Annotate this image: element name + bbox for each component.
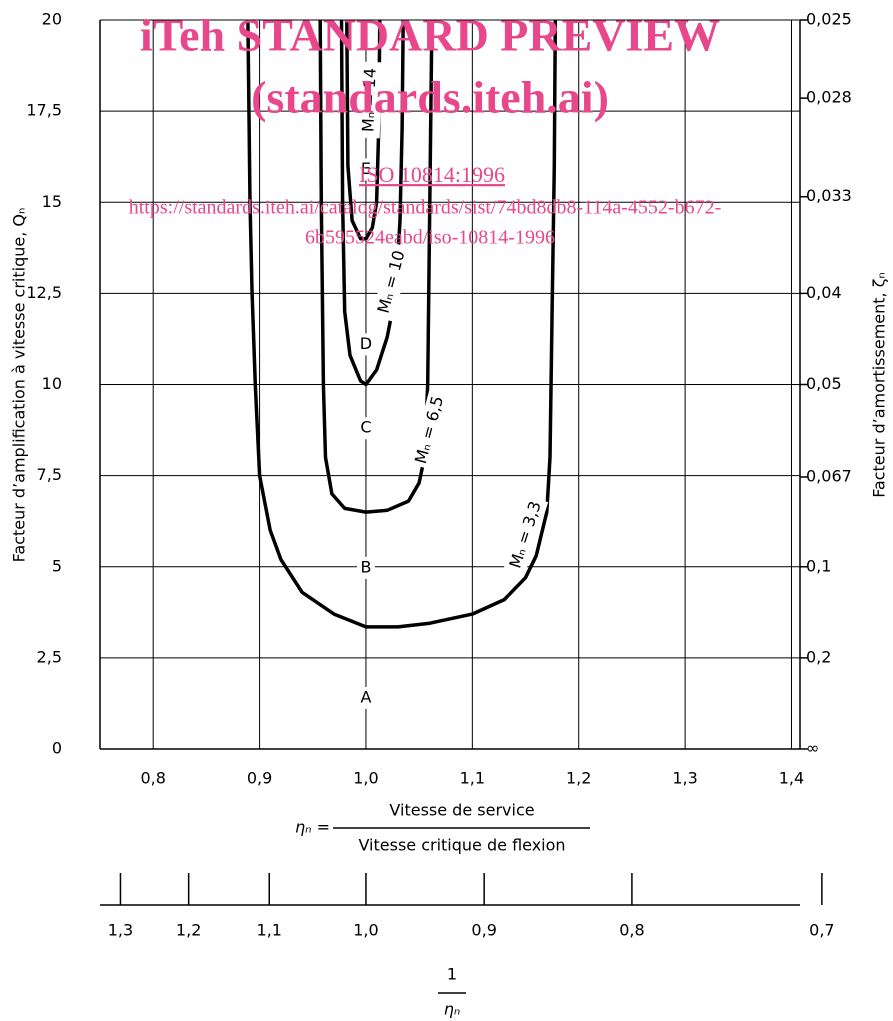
y-axis-label: Facteur d’amplification à vitesse critiq… xyxy=(10,208,29,563)
y-tick-label: 12,5 xyxy=(26,283,62,302)
x-axis-numerator: Vitesse de service xyxy=(389,801,534,820)
region-label-bg xyxy=(356,417,375,440)
y-tick-label: 7,5 xyxy=(37,465,62,484)
y-tick-label: 15 xyxy=(42,192,62,211)
watermark-url: https://standards.iteh.ai/catalog/standa… xyxy=(129,197,722,219)
y2-tick-label: 0,033 xyxy=(806,186,852,205)
curve-label-bg xyxy=(357,61,383,139)
region-label: D xyxy=(360,334,372,353)
curve xyxy=(339,19,405,387)
region-label-bg xyxy=(356,556,375,579)
legend-label: Mₙ = 3,3 xyxy=(505,499,544,571)
curve-label-bg xyxy=(371,242,413,322)
x2-tick-label: 0,8 xyxy=(619,921,644,940)
region-label: A xyxy=(360,687,371,706)
legend-label: Mₙ = 6,5 xyxy=(411,394,447,466)
x-tick-label: 1,0 xyxy=(353,769,378,788)
x-axis-denominator: Vitesse critique de flexion xyxy=(358,836,565,855)
watermark-title: iTeh STANDARD PREVIEW xyxy=(140,10,720,61)
region-label: E xyxy=(361,159,371,178)
x2-tick-label: 0,9 xyxy=(471,921,496,940)
curve-label-bg xyxy=(503,495,549,575)
curve xyxy=(318,19,434,514)
watermark-url: 6b595524eabd/iso-10814-1996 xyxy=(305,227,555,249)
x2-tick-label: 1,0 xyxy=(353,921,378,940)
region-label-bg xyxy=(356,158,375,181)
x-tick-label: 0,9 xyxy=(247,769,272,788)
x-tick-label: 1,1 xyxy=(460,769,485,788)
y2-tick-label: 0,028 xyxy=(806,88,852,107)
y2-axis-label: Facteur d’amortissement, ζₙ xyxy=(870,272,889,498)
curve xyxy=(345,19,382,241)
region-label-bg xyxy=(356,333,375,356)
y-tick-label: 17,5 xyxy=(26,101,62,120)
y-tick-label: 10 xyxy=(42,374,62,393)
x-tick-label: 1,2 xyxy=(566,769,591,788)
y2-tick-label: 0,067 xyxy=(806,466,852,485)
x2-tick-label: 1,3 xyxy=(108,921,133,940)
y2-tick-label: 0,025 xyxy=(806,10,852,29)
y-tick-label: 5 xyxy=(52,556,62,575)
x2-axis-denominator: ηₙ xyxy=(444,1000,461,1019)
y2-tick-label: 0,1 xyxy=(806,556,831,575)
x2-tick-label: 1,2 xyxy=(176,921,201,940)
plot: 0 2,5 5 7,5 10 12,5 15 17,5 20 0,8 0,9 1,0 1,1 1,2 1,3… xyxy=(26,10,851,940)
y-tick-label: 0 xyxy=(52,739,62,758)
y2-tick-label: 0,05 xyxy=(806,374,842,393)
x-tick-label: 1,3 xyxy=(672,769,697,788)
x-axis-symbol: ηₙ = xyxy=(295,818,330,837)
curve-label-bg xyxy=(409,390,451,470)
x2-tick-label: 0,7 xyxy=(809,921,834,940)
curve xyxy=(246,19,558,629)
x2-tick-label: 1,1 xyxy=(257,921,282,940)
y2-tick-label: ∞ xyxy=(806,739,819,758)
watermark-standard: ISO 10814:1996 xyxy=(359,162,505,187)
x-tick-label: 1,4 xyxy=(779,769,804,788)
region-label: B xyxy=(360,557,371,576)
region-label-bg xyxy=(356,686,375,709)
y-tick-label: 2,5 xyxy=(37,647,62,666)
region-label: C xyxy=(360,418,371,437)
x2-axis-numerator: 1 xyxy=(447,965,457,984)
watermark-subtitle: (standards.iteh.ai) xyxy=(251,72,609,123)
x-tick-label: 0,8 xyxy=(140,769,165,788)
y2-tick-label: 0,2 xyxy=(806,647,831,666)
legend-label: Mₙ = 14 xyxy=(358,68,379,133)
y-tick-label: 20 xyxy=(42,10,62,29)
y2-tick-label: 0,04 xyxy=(806,283,842,302)
